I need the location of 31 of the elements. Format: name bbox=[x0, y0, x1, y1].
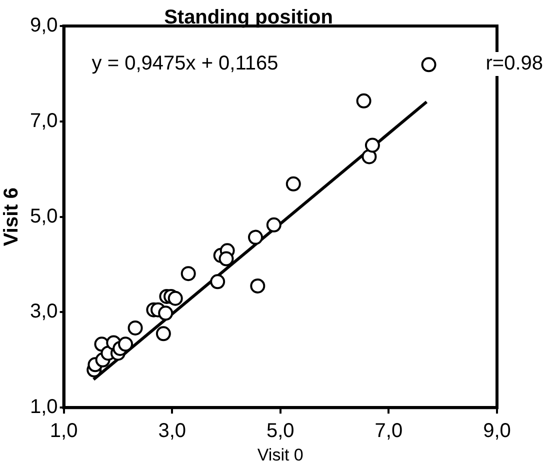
x-tick-label: 5,0 bbox=[266, 420, 294, 442]
point bbox=[286, 176, 301, 192]
point bbox=[266, 217, 282, 232]
x-tick-label: 7,0 bbox=[374, 420, 403, 442]
point bbox=[356, 93, 372, 108]
y-axis-title: Visit 6 bbox=[0, 188, 23, 246]
y-tick-label: 5,0 bbox=[30, 205, 58, 228]
point bbox=[250, 278, 266, 294]
y-tick-label: 9,0 bbox=[30, 14, 58, 37]
annotation: y = 0,9475x + 0,1165 bbox=[92, 52, 278, 75]
point bbox=[128, 320, 143, 336]
point bbox=[421, 57, 436, 72]
point bbox=[118, 336, 134, 352]
point bbox=[168, 290, 183, 306]
point bbox=[210, 274, 226, 290]
point bbox=[364, 138, 380, 153]
y-tick-label: 3,0 bbox=[30, 300, 58, 323]
point bbox=[248, 230, 263, 245]
x-axis-title: Visit 0 bbox=[257, 445, 304, 464]
point bbox=[180, 266, 196, 282]
annotation: r=0.98 bbox=[486, 52, 543, 75]
point bbox=[156, 326, 171, 342]
point bbox=[158, 306, 174, 321]
point bbox=[218, 251, 234, 266]
x-tick-label: 3,0 bbox=[158, 420, 186, 442]
x-tick-label: 1,0 bbox=[50, 420, 78, 442]
y-tick-label: 7,0 bbox=[30, 110, 58, 132]
y-tick-label: 1,0 bbox=[30, 396, 58, 418]
x-tick-label: 9,0 bbox=[483, 420, 511, 442]
point bbox=[362, 149, 377, 164]
chart-title: Standing position bbox=[164, 6, 333, 29]
